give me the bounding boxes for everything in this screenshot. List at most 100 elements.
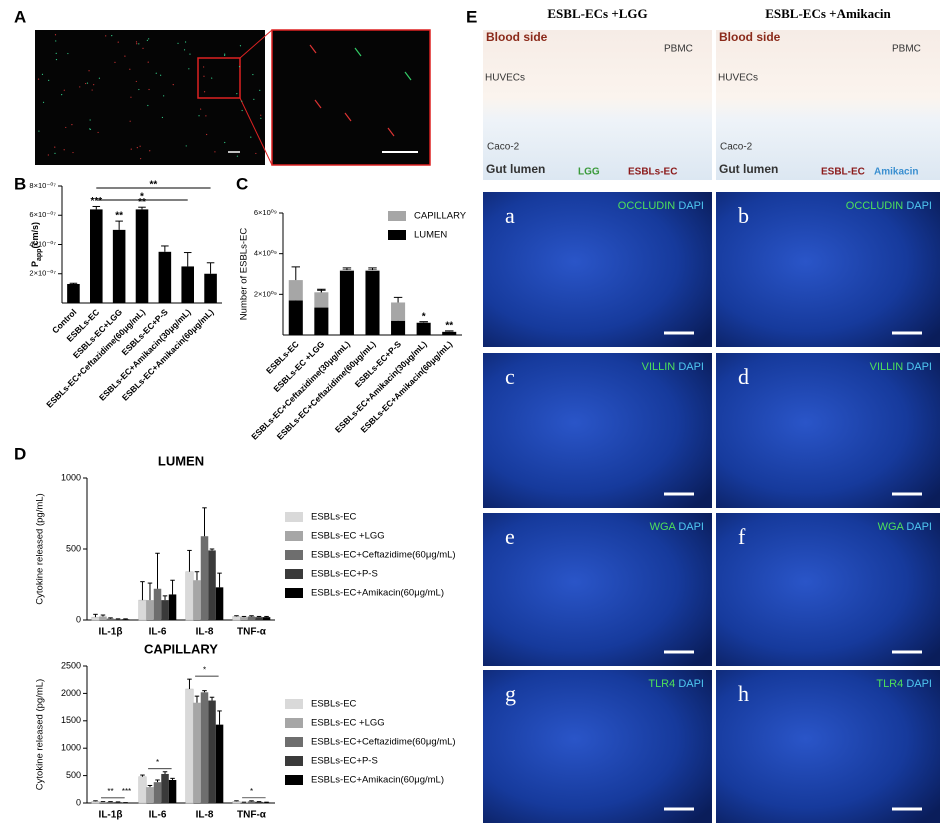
speckle: [149, 150, 151, 152]
zoom-line: [239, 29, 273, 59]
annotation: **: [107, 787, 113, 796]
chart-title: CAPILLARY: [144, 641, 218, 656]
bar: [255, 801, 263, 803]
speckle: [200, 108, 202, 110]
significance: **: [115, 211, 123, 222]
speckle: [205, 115, 207, 117]
bar: [106, 801, 115, 803]
speckle: [252, 73, 254, 76]
y-tick-label: 2000: [61, 688, 81, 698]
stain-label: OCCLUDIN: [846, 200, 904, 212]
diagram-label: PBMC: [892, 44, 921, 55]
speckle: [146, 39, 148, 41]
bar: [391, 302, 406, 321]
diagram-label: PBMC: [664, 44, 693, 55]
bracket-label: **: [150, 180, 158, 191]
stain-label: TLR4: [876, 678, 903, 690]
speckle: [41, 73, 44, 75]
bar: [365, 269, 380, 271]
dapi-label: DAPI: [678, 678, 704, 690]
bar: [208, 700, 216, 803]
legend-swatch: [388, 211, 406, 221]
bar: [240, 802, 248, 803]
speckle: [72, 151, 74, 154]
legend-swatch: [285, 512, 303, 522]
image-letter: f: [738, 524, 746, 549]
speckle: [354, 47, 362, 57]
speckle: [260, 117, 262, 119]
bracket-label: *: [140, 192, 144, 203]
diagram-label: Caco-2: [720, 142, 753, 153]
bar: [240, 617, 248, 620]
image-letter: c: [505, 364, 515, 389]
speckle: [91, 89, 93, 91]
bar: [99, 616, 107, 620]
bar: [391, 320, 406, 335]
x-tick-label: IL-1β: [99, 810, 123, 821]
y-tick-label: 1500: [61, 715, 81, 725]
bar: [153, 782, 162, 803]
speckle: [236, 155, 239, 157]
speckle: [89, 119, 91, 121]
legend-swatch: [285, 718, 303, 728]
bar: [442, 331, 457, 335]
speckle: [211, 77, 213, 79]
image-letter: g: [505, 681, 516, 706]
column-heading: ESBL-ECs +LGG: [547, 6, 647, 21]
bar: [232, 616, 241, 621]
speckle: [203, 91, 206, 93]
image-label: VILLIN DAPI: [870, 361, 932, 373]
inset: [271, 29, 431, 166]
stain-label: WGA: [650, 521, 677, 533]
stain-label: TLR4: [648, 678, 675, 690]
bar: [232, 801, 241, 804]
speckle: [259, 89, 261, 91]
diagram-label: Blood side: [486, 30, 548, 44]
speckle: [61, 94, 63, 96]
bar: [288, 280, 303, 301]
speckle: [139, 145, 141, 147]
y-tick-label: 500: [66, 770, 81, 780]
speckle: [163, 95, 165, 97]
image-label: WGA DAPI: [650, 521, 704, 533]
annotation: ***: [122, 787, 131, 796]
speckle: [198, 115, 200, 117]
bar: [247, 801, 256, 803]
speckle: [185, 145, 187, 147]
y-label-subscript: app: [36, 249, 43, 261]
speckle: [188, 68, 190, 70]
legend-label: ESBLs-EC: [311, 699, 357, 710]
y-tick-label: 6×10⁰⁹: [254, 208, 277, 217]
image-letter: d: [738, 364, 749, 389]
x-tick-label: IL-6: [149, 627, 167, 638]
panel-label: C: [236, 174, 248, 193]
bar: [200, 692, 209, 803]
speckle: [54, 152, 56, 154]
speckle: [65, 126, 67, 129]
legend-label: ESBLs-EC+Amikacin(60μg/mL): [311, 775, 444, 786]
speckle: [98, 77, 101, 79]
speckle: [63, 89, 65, 91]
y-tick-label: 0: [76, 614, 81, 624]
significance: ***: [90, 196, 102, 207]
speckle: [117, 41, 119, 43]
stain-label: WGA: [878, 521, 905, 533]
y-tick-label: 1000: [61, 472, 81, 482]
legend-swatch: [285, 588, 303, 598]
speckle: [387, 127, 395, 137]
image-label: TLR4 DAPI: [648, 678, 704, 690]
y-axis-label: Papp(cm/s): [30, 222, 42, 267]
speckle: [241, 109, 243, 112]
diagram-label: Gut lumen: [719, 162, 778, 176]
micrograph: [716, 670, 940, 823]
stain-label: VILLIN: [642, 361, 676, 373]
micrograph: [716, 513, 940, 666]
speckle: [314, 99, 322, 109]
bar: [365, 270, 380, 335]
y-label-symbol: P: [30, 261, 40, 267]
x-tick-label: IL-8: [196, 627, 214, 638]
image-label: OCCLUDIN DAPI: [618, 200, 704, 212]
image-label: WGA DAPI: [878, 521, 932, 533]
speckle: [111, 35, 113, 37]
speckle: [309, 44, 317, 54]
